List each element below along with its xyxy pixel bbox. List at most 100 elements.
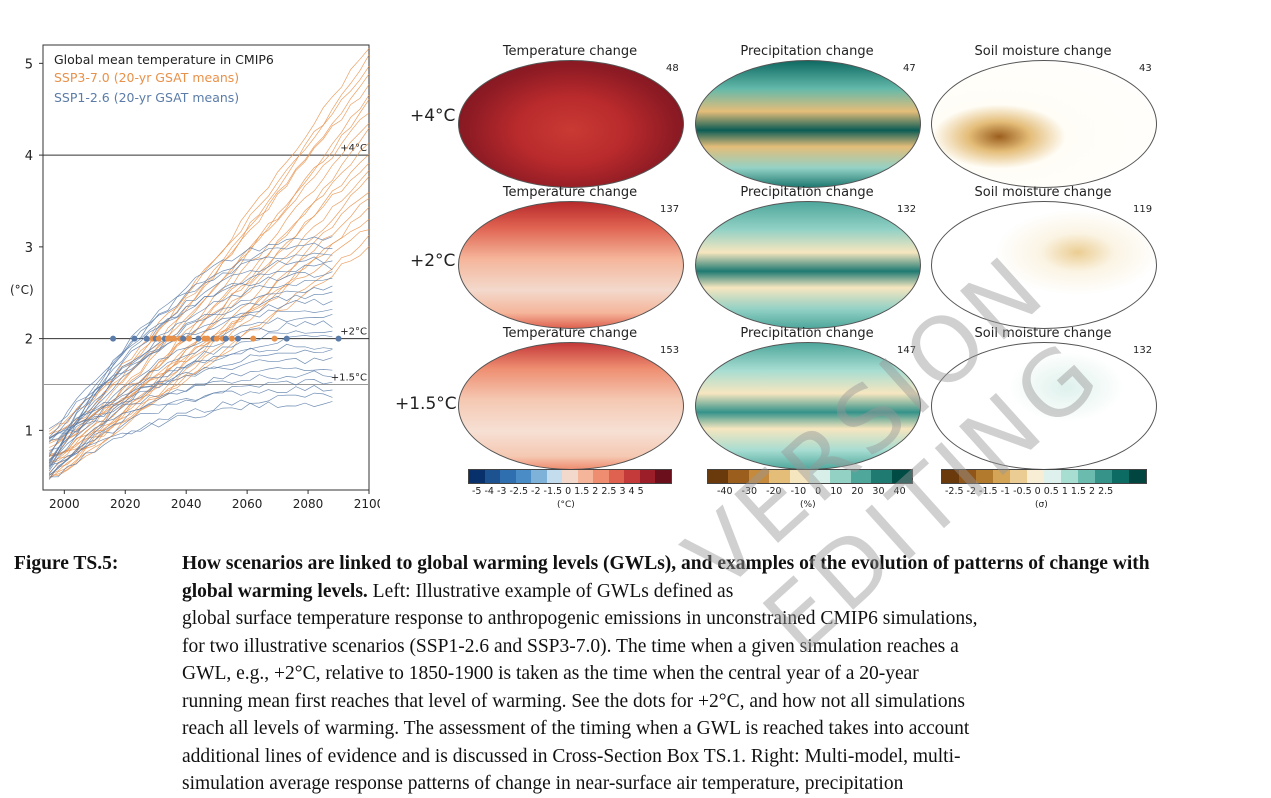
series-line [49, 343, 333, 441]
colorbar-precipitation [707, 469, 913, 484]
caption-line: additional lines of evidence and is disc… [182, 745, 961, 767]
series-line [48, 367, 333, 476]
map-title-precip: Precipitation change [740, 326, 874, 341]
series-line [48, 313, 333, 462]
gwl-dot [204, 335, 211, 342]
map-title-temp: Temperature change [502, 185, 638, 200]
series-line [48, 357, 333, 440]
map-count: 43 [1139, 63, 1152, 74]
series-line [49, 246, 370, 456]
colorbar-soil-moisture [941, 469, 1147, 484]
colorbar-swatch [624, 470, 640, 483]
colorbar-ticks-precipitation: -40 -30 -20 -10 0 10 20 30 40 [717, 486, 906, 497]
y-tick-label: 4 [25, 149, 33, 164]
gwl-dot [271, 335, 278, 342]
series-line [48, 298, 333, 455]
map-title-temp: Temperature change [502, 44, 638, 59]
map-title-precip: Precipitation change [740, 44, 874, 59]
reference-label: +4°C [340, 143, 367, 154]
colorbar-unit-soil-moisture: (σ) [1035, 500, 1048, 510]
map-title-soil: Soil moisture change [974, 326, 1112, 341]
map-count: 132 [1133, 345, 1153, 356]
map-precip-2c [695, 201, 921, 329]
colorbar-swatch [515, 470, 532, 483]
colorbar-swatch [789, 470, 811, 483]
map-count: 48 [666, 63, 679, 74]
colorbar-swatch [1027, 470, 1044, 483]
x-tick-label: 2000 [49, 497, 80, 511]
map-precip-1-5c [695, 342, 921, 470]
map-count: 132 [897, 204, 917, 215]
colorbar-swatch [993, 470, 1010, 483]
series-line [48, 370, 333, 443]
colorbar-swatch [1044, 470, 1061, 483]
series-line [48, 123, 370, 464]
map-temp-2c [458, 201, 684, 329]
series-line [48, 256, 333, 466]
caption-line: Left: Illustrative example of GWLs defin… [372, 580, 734, 602]
colorbar-unit-precipitation: (%) [800, 500, 816, 510]
colorbar-swatch [708, 470, 729, 483]
colorbar-swatch [562, 470, 578, 483]
map-title-soil: Soil moisture change [974, 185, 1112, 200]
caption-line: running mean first reaches that level of… [182, 690, 965, 712]
map-precip-4c [695, 60, 921, 188]
map-title-temp: Temperature change [502, 326, 638, 341]
colorbar-swatch [810, 470, 831, 483]
series-line [49, 392, 333, 478]
colorbar-swatch [728, 470, 749, 483]
colorbar-swatch [1095, 470, 1112, 483]
gwl-dot [250, 335, 257, 342]
gwl-dot [283, 335, 290, 342]
colorbar-swatch [769, 470, 790, 483]
colorbar-swatch [942, 470, 959, 483]
colorbar-swatch [1129, 470, 1146, 483]
gwl-line-chart: +4°C +2°C +1.5°C 2000 2020 2040 2060 2080 2100 1… [10, 44, 380, 511]
y-axis-label: (°C) [10, 283, 34, 297]
colorbar-swatch [830, 470, 851, 483]
caption-title: How scenarios are linked to global warmi… [182, 553, 1150, 602]
series-line [48, 128, 370, 478]
map-count: 147 [897, 345, 917, 356]
colorbar-swatch [748, 470, 770, 483]
series-line [49, 349, 333, 451]
colorbar-swatch [593, 470, 609, 483]
colorbar-swatch [577, 470, 594, 483]
colorbar-swatch [608, 470, 625, 483]
plot-frame [42, 44, 370, 491]
legend-ssp370: SSP3-7.0 (20-yr GSAT means) [54, 70, 239, 85]
colorbar-swatch [531, 470, 547, 483]
gwl-dot [234, 335, 241, 342]
map-temp-1-5c [458, 342, 684, 470]
map-count: 47 [903, 63, 916, 74]
series-line [49, 401, 333, 466]
colorbar-swatch [871, 470, 892, 483]
map-soil-4c [931, 60, 1157, 188]
row-label-4c: +4°C [410, 106, 456, 126]
colorbar-swatch [959, 470, 976, 483]
series-line [48, 191, 370, 480]
series-line [48, 66, 370, 432]
x-tick-label: 2020 [110, 497, 141, 511]
series-line [49, 99, 370, 455]
y-tick-label: 1 [25, 424, 33, 439]
colorbar-ticks-temperature: -5 -4 -3 -2.5 -2 -1.5 0 1.5 2 2.5 3 4 5 [472, 486, 644, 497]
map-soil-1-5c [931, 342, 1157, 470]
map-count: 119 [1133, 204, 1153, 215]
y-tick-label: 5 [25, 57, 33, 72]
colorbar-swatch [1112, 470, 1129, 483]
caption-line: reach all levels of warming. The assessm… [182, 718, 970, 739]
map-title-precip: Precipitation change [740, 185, 874, 200]
gwl-dot [335, 335, 342, 342]
series-line [48, 154, 370, 476]
colorbar-swatch [1061, 470, 1078, 483]
colorbar-swatch [891, 470, 913, 483]
series-line [48, 236, 333, 464]
gwl-dot [195, 335, 202, 342]
colorbar-swatch [976, 470, 993, 483]
map-soil-2c [931, 201, 1157, 329]
x-tick-label: 2100 [354, 497, 380, 511]
map-temp-4c [458, 60, 684, 188]
gwl-dot [222, 335, 229, 342]
gwl-dot [143, 335, 150, 342]
